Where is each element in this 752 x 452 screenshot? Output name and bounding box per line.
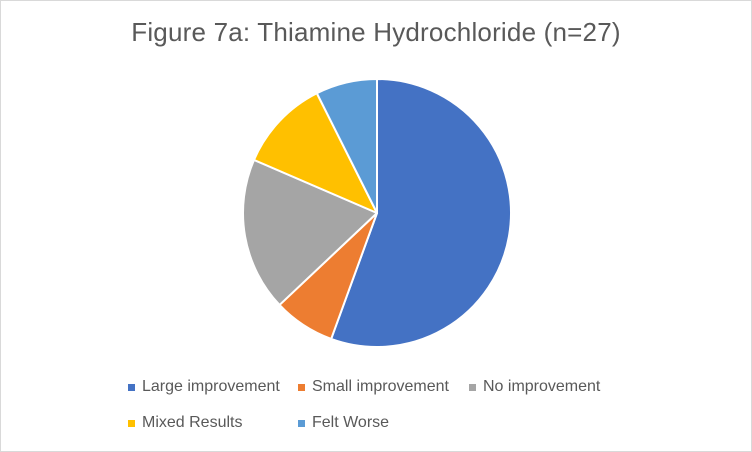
pie-slice-mixed-results	[252, 92, 378, 214]
pie-slice-felt-worse	[315, 78, 378, 214]
chart-title: Figure 7a: Thiamine Hydrochloride (n=27)	[131, 17, 621, 47]
pie-slice-no-improvement	[242, 158, 378, 306]
pie-slice-large-improvement	[330, 78, 512, 348]
